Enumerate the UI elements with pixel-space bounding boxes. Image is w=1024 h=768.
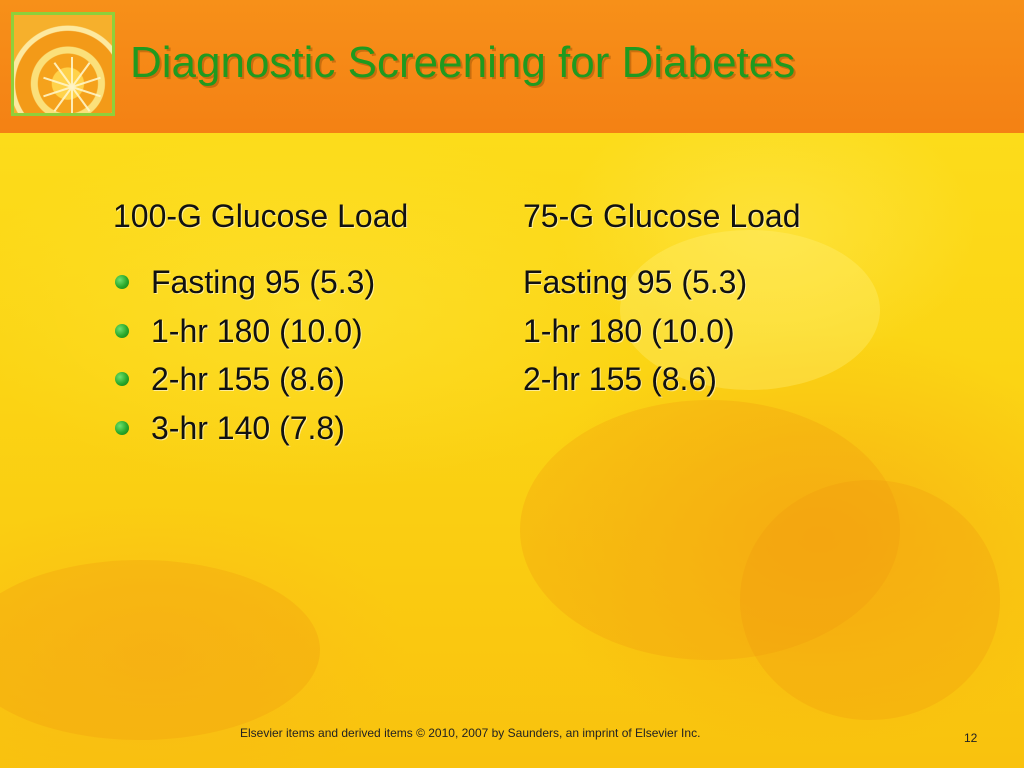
list-item: Fasting 95 (5.3) xyxy=(523,258,943,307)
list-item: Fasting 95 (5.3) xyxy=(113,258,513,307)
list-item-text: 1-hr 180 (10.0) xyxy=(523,312,735,349)
column-75g: 75-G Glucose Load Fasting 95 (5.3) 1-hr … xyxy=(523,196,943,404)
list-item: 1-hr 180 (10.0) xyxy=(113,307,513,356)
list-item: 2-hr 155 (8.6) xyxy=(523,355,943,404)
list-item-text: 1-hr 180 (10.0) xyxy=(151,312,363,349)
background-splash xyxy=(0,560,320,740)
page-number: 12 xyxy=(964,731,978,745)
list-item: 3-hr 140 (7.8) xyxy=(113,404,513,453)
list-item: 1-hr 180 (10.0) xyxy=(523,307,943,356)
column-header-100g: 100-G Glucose Load xyxy=(113,198,409,234)
background-splash xyxy=(520,400,900,660)
column-100g: 100-G Glucose Load Fasting 95 (5.3) 1-hr… xyxy=(113,196,513,452)
list-item-text: Fasting 95 (5.3) xyxy=(151,264,376,300)
list-item: 2-hr 155 (8.6) xyxy=(113,355,513,404)
list-item-text: 2-hr 155 (8.6) xyxy=(523,361,717,397)
bullet-dot-icon xyxy=(115,372,129,386)
list-item-text: 2-hr 155 (8.6) xyxy=(151,361,345,397)
column-header-75g: 75-G Glucose Load xyxy=(523,198,801,234)
list-item-text: 3-hr 140 (7.8) xyxy=(151,409,345,446)
bullet-dot-icon xyxy=(115,420,129,435)
bullet-dot-icon xyxy=(115,275,129,289)
list-75g: Fasting 95 (5.3) 1-hr 180 (10.0) 2-hr 15… xyxy=(523,258,943,404)
header-bar: Diagnostic Screening for Diabetes xyxy=(0,0,1024,133)
background-splash xyxy=(620,230,880,390)
bullet-dot-icon xyxy=(115,323,129,338)
orange-slice-icon xyxy=(11,12,115,116)
list-100g: Fasting 95 (5.3) 1-hr 180 (10.0) 2-hr 15… xyxy=(113,258,513,452)
footer-copyright: Elsevier items and derived items © 2010,… xyxy=(240,726,701,740)
list-item-text: Fasting 95 (5.3) xyxy=(523,264,748,300)
slide-title: Diagnostic Screening for Diabetes xyxy=(130,38,796,87)
background-splash xyxy=(740,480,1000,720)
